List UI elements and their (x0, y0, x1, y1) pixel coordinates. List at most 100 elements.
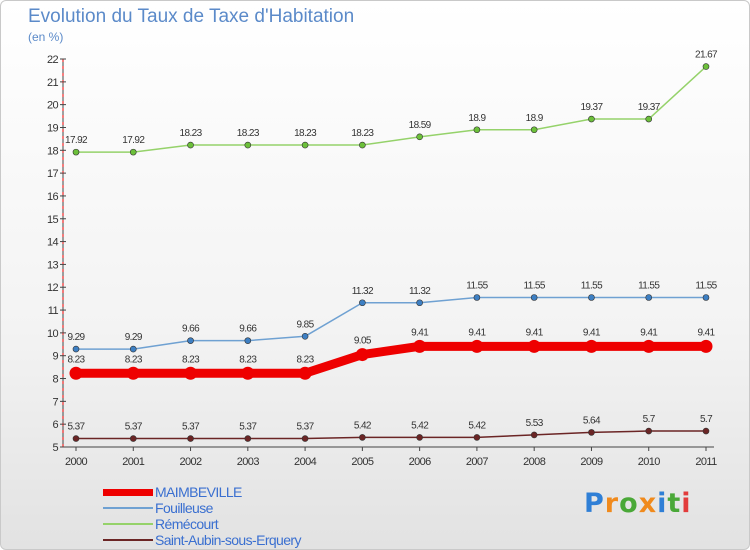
data-point (244, 435, 252, 442)
data-label: 5.42 (411, 420, 429, 431)
data-label: 5.53 (526, 418, 544, 429)
data-label: 9.41 (526, 327, 544, 338)
logo-letter: i (681, 488, 692, 519)
x-tick-label: 2002 (180, 456, 203, 468)
data-label: 19.37 (580, 102, 603, 113)
x-tick-label: 2003 (237, 456, 260, 468)
x-tick-label: 2010 (638, 456, 661, 468)
data-point (473, 126, 481, 134)
x-tick-label: 2006 (409, 456, 432, 468)
chart-subtitle: (en %) (28, 30, 64, 44)
y-tick-label: 22 (47, 54, 59, 66)
legend-swatch (103, 488, 153, 496)
data-point (244, 141, 252, 149)
y-tick-label: 10 (47, 328, 59, 340)
series-maimbeville: 8.23 8.23 8.23 8.23 8.23 9.05 9.41 9.41 9.41 9.41… (67, 327, 716, 380)
data-point (473, 434, 481, 441)
y-tick-label: 9 (52, 351, 58, 363)
data-label: 18.59 (409, 120, 432, 131)
y-tick-label: 6 (52, 419, 58, 431)
y-tick-label: 15 (47, 214, 59, 226)
data-label: 9.05 (354, 336, 372, 347)
proxiti-logo: Proxiti (584, 488, 692, 519)
data-point (187, 141, 194, 149)
data-label: 9.41 (697, 327, 715, 338)
legend-label: Fouilleuse (155, 500, 213, 516)
data-point (298, 366, 312, 380)
data-point (530, 126, 538, 134)
x-tick-label: 2011 (695, 456, 717, 468)
data-point (416, 434, 423, 441)
data-label: 18.23 (237, 128, 260, 139)
data-label: 11.55 (581, 281, 603, 292)
y-tick-label: 18 (47, 145, 59, 157)
logo-letter: P (584, 488, 605, 519)
series-layer: 5.37 5.37 5.37 5.37 5.37 5.42 5.42 5.42 5.53 5.64… (65, 50, 719, 442)
x-tick-label: 2009 (580, 456, 603, 468)
x-tick-label: 2008 (523, 456, 546, 468)
data-point (359, 141, 366, 149)
data-point (699, 339, 713, 353)
data-point (359, 434, 366, 441)
data-point (645, 427, 653, 435)
data-label: 9.41 (583, 327, 601, 338)
data-point (187, 435, 194, 442)
data-label: 18.9 (526, 113, 544, 124)
logo-letter: i (657, 488, 668, 519)
data-point (527, 339, 541, 353)
data-label: 11.55 (638, 281, 660, 292)
data-label: 9.66 (239, 324, 257, 335)
data-point (301, 333, 309, 340)
data-label: 9.29 (67, 332, 85, 343)
data-point (301, 435, 309, 442)
data-point (187, 337, 194, 344)
data-label: 19.37 (638, 102, 661, 113)
data-label: 9.29 (125, 332, 143, 343)
data-label: 9.66 (182, 324, 200, 335)
series-r-m-court: 17.92 17.92 18.23 18.23 18.23 18.23 18.59 18.9 1… (65, 50, 719, 156)
data-label: 5.37 (125, 422, 143, 433)
y-tick-label: 20 (47, 100, 59, 112)
data-label: 9.41 (640, 327, 658, 338)
legend-label: MAIMBEVILLE (155, 484, 242, 500)
data-point (416, 299, 423, 307)
data-point (530, 294, 538, 301)
legend-swatch (103, 507, 153, 509)
series-saint-aubin-sous-erquery: 5.37 5.37 5.37 5.37 5.37 5.42 5.42 5.42 5.53 5.64… (67, 414, 714, 442)
data-point (126, 366, 140, 380)
data-label: 8.23 (67, 354, 85, 365)
data-point (473, 294, 481, 301)
legend-swatch (103, 539, 153, 541)
data-point (129, 148, 137, 156)
data-label: 8.23 (297, 354, 315, 365)
y-tick-label: 11 (48, 305, 59, 317)
data-point (72, 435, 80, 442)
data-label: 17.92 (122, 135, 145, 146)
data-point (645, 294, 653, 301)
x-tick-label: 2004 (294, 456, 317, 468)
data-label: 8.23 (125, 354, 143, 365)
data-label: 9.41 (468, 327, 486, 338)
data-label: 21.67 (695, 50, 718, 61)
data-point (244, 337, 252, 344)
axes: 5 6 7 8 9 10 11 12 13 14 15 16 17 18 19 20 21 22 2000 2001 2… (47, 54, 718, 468)
series-line (75, 65, 707, 153)
data-label: 8.23 (239, 354, 257, 365)
y-tick-label: 17 (47, 168, 59, 180)
data-label: 5.37 (297, 422, 315, 433)
data-label: 8.23 (182, 354, 200, 365)
data-point (301, 141, 309, 149)
x-tick-label: 2005 (351, 456, 374, 468)
data-label: 5.37 (182, 422, 200, 433)
x-tick-label: 2007 (466, 456, 489, 468)
data-point (241, 366, 255, 380)
data-point (588, 115, 595, 123)
data-point (72, 345, 80, 353)
data-label: 5.37 (67, 422, 85, 433)
y-tick-label: 16 (47, 191, 59, 203)
data-label: 11.32 (409, 286, 431, 297)
data-point (129, 345, 137, 353)
data-point (702, 294, 710, 301)
